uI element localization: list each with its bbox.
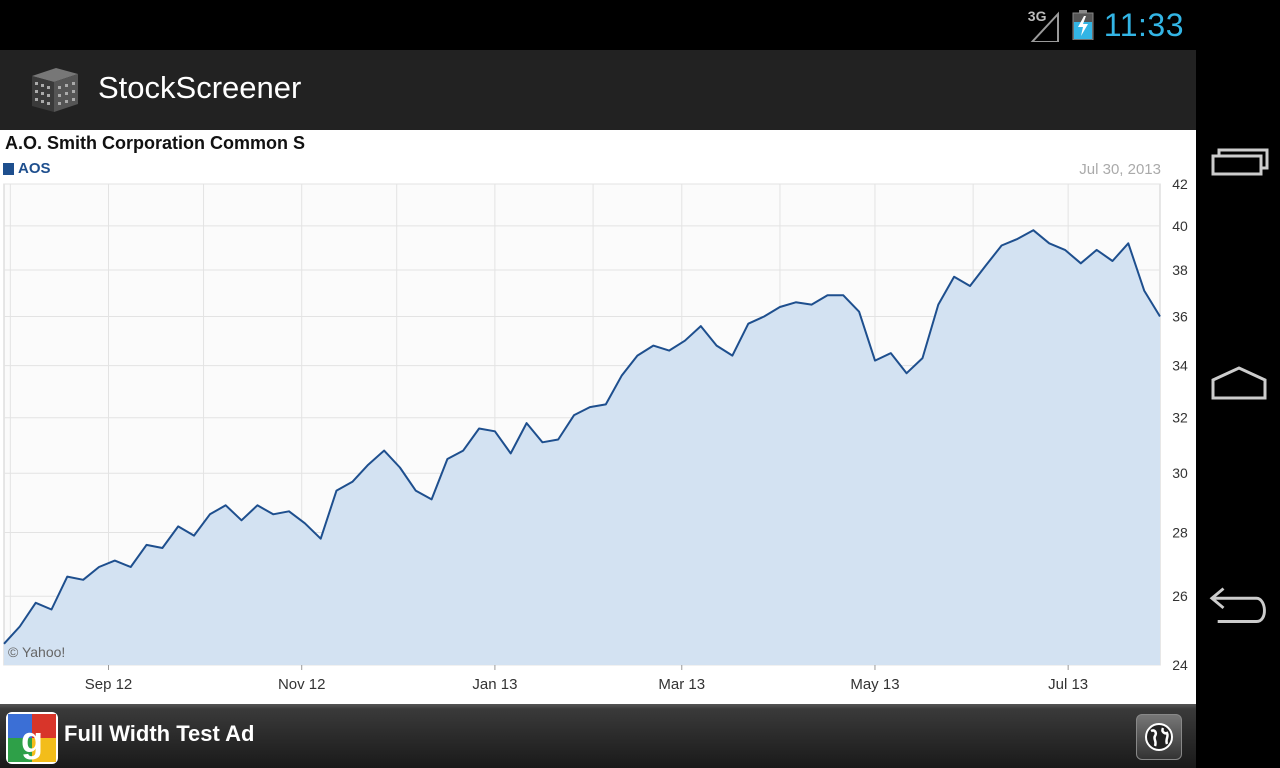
back-button[interactable] [1208, 584, 1270, 628]
x-tick-label: Mar 13 [658, 676, 705, 693]
status-icons: 3G 11:33 [1028, 5, 1184, 45]
signal-icon: 3G [1028, 8, 1062, 42]
x-tick-label: Jul 13 [1048, 676, 1088, 693]
action-bar: StockScreener [0, 50, 1196, 130]
chart-legend: AOS [3, 160, 51, 177]
y-tick-label: 24 [1172, 657, 1188, 673]
y-tick-label: 40 [1172, 218, 1188, 234]
battery-charging-icon [1072, 10, 1094, 40]
back-icon [1209, 587, 1266, 623]
price-line [3, 229, 1161, 645]
y-tick-label: 38 [1172, 262, 1188, 278]
legend-label: AOS [18, 160, 51, 177]
status-bar: 3G 11:33 [0, 0, 1196, 50]
chart-date-label: Jul 30, 2013 [1079, 161, 1161, 178]
svg-text:g: g [21, 719, 43, 760]
google-logo-icon: g [6, 712, 58, 764]
network-type-label: 3G [1027, 8, 1047, 24]
x-tick-label: Nov 12 [278, 676, 326, 693]
globe-icon [1145, 723, 1173, 751]
ad-text: Full Width Test Ad [64, 721, 255, 746]
stock-chart: 24 26 28 30 32 34 36 38 40 42 Sep 12 Nov 12 Jan 13 Ma… [0, 130, 1196, 704]
ad-banner[interactable]: g Full Width Test Ad [0, 704, 1196, 768]
home-button[interactable] [1208, 360, 1270, 404]
y-tick-label: 30 [1172, 465, 1188, 481]
navigation-bar [1196, 0, 1280, 768]
x-tick-label: Sep 12 [85, 676, 133, 693]
recent-apps-button[interactable] [1208, 138, 1270, 182]
y-tick-label: 32 [1172, 410, 1188, 426]
price-area [4, 230, 1160, 665]
y-tick-label: 36 [1172, 308, 1188, 324]
y-tick-label: 28 [1172, 525, 1188, 541]
chart-panel: 24 26 28 30 32 34 36 38 40 42 Sep 12 Nov 12 Jan 13 Ma… [0, 130, 1196, 704]
y-tick-label: 42 [1172, 176, 1188, 192]
app-title: StockScreener [98, 70, 302, 105]
ad-open-button[interactable] [1136, 714, 1182, 760]
clock: 11:33 [1103, 6, 1184, 43]
app-building-icon[interactable] [28, 62, 82, 116]
y-tick-label: 26 [1172, 588, 1188, 604]
x-tick-label: Jan 13 [472, 676, 517, 693]
yahoo-watermark: © Yahoo! [8, 644, 65, 660]
recent-apps-icon [1211, 148, 1269, 176]
home-icon [1211, 366, 1267, 400]
chart-title: A.O. Smith Corporation Common S [5, 133, 305, 153]
legend-swatch [3, 162, 14, 175]
x-tick-label: May 13 [850, 676, 899, 693]
y-tick-label: 34 [1172, 358, 1188, 374]
